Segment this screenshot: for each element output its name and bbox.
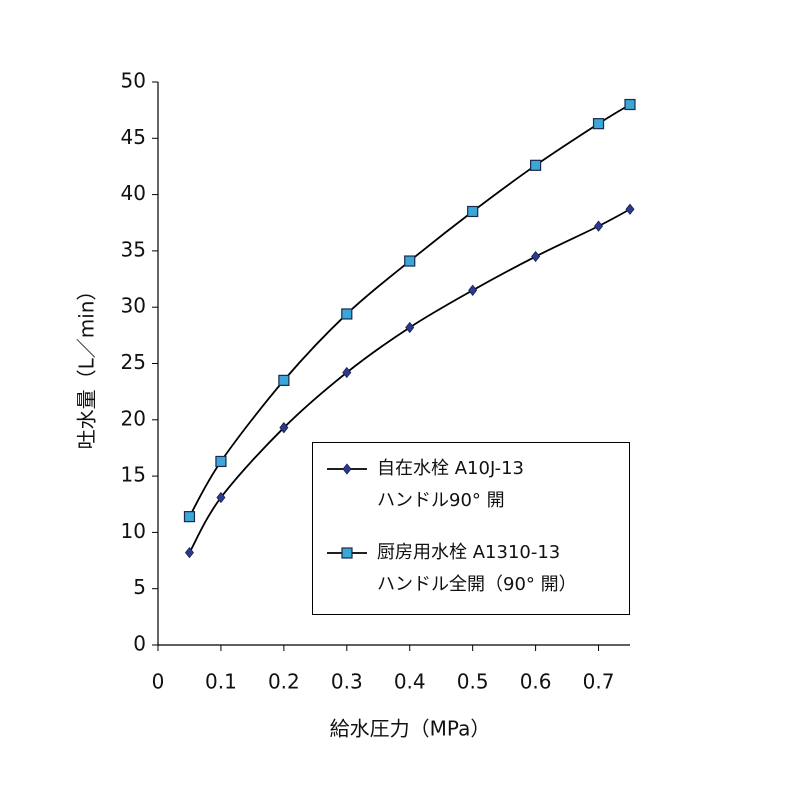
x-tick-label: 0.2 bbox=[268, 670, 300, 694]
marker bbox=[342, 463, 352, 475]
y-tick-label: 0 bbox=[133, 632, 146, 656]
x-tick-label: 0.1 bbox=[205, 670, 237, 694]
marker bbox=[341, 547, 353, 559]
marker bbox=[592, 118, 605, 130]
y-tick-label: 15 bbox=[121, 463, 146, 487]
marker bbox=[529, 159, 542, 171]
marker bbox=[624, 98, 636, 111]
x-tick-label: 0.7 bbox=[583, 670, 615, 694]
y-tick-label: 10 bbox=[121, 519, 146, 543]
y-tick-label: 45 bbox=[121, 125, 146, 149]
y-tick-label: 40 bbox=[121, 181, 146, 205]
series-line bbox=[188, 103, 631, 518]
marker bbox=[215, 455, 227, 468]
x-tick-label: 0.4 bbox=[394, 670, 426, 694]
y-axis-label: 吐水量（L／min） bbox=[75, 281, 99, 450]
marker bbox=[404, 255, 416, 267]
marker bbox=[279, 422, 289, 434]
marker bbox=[278, 374, 290, 386]
x-tick-label: 0.6 bbox=[520, 670, 552, 694]
marker bbox=[183, 511, 196, 523]
marker bbox=[467, 205, 479, 218]
marker bbox=[341, 308, 353, 320]
y-tick-label: 50 bbox=[121, 69, 146, 93]
legend-swatch bbox=[327, 463, 367, 475]
y-tick-label: 25 bbox=[121, 350, 146, 374]
marker bbox=[216, 491, 226, 504]
legend-item: 厨房用水栓 A1310-13 ハンドル全開（90° 開） bbox=[325, 537, 625, 607]
legend-label: 自在水栓 A10J-13 ハンドル90° 開 bbox=[377, 458, 525, 511]
marker bbox=[594, 220, 604, 232]
y-tick-label: 5 bbox=[133, 575, 146, 599]
y-tick-label: 35 bbox=[121, 237, 146, 261]
marker bbox=[468, 284, 478, 296]
x-tick-label: 0 bbox=[152, 670, 165, 694]
legend-swatch bbox=[327, 547, 367, 559]
x-tick-label: 0.3 bbox=[331, 670, 363, 694]
marker bbox=[625, 203, 635, 215]
x-axis-label: 給水圧力（MPa） bbox=[330, 717, 491, 741]
legend-item: 自在水栓 A10J-13 ハンドル90° 開 bbox=[325, 453, 625, 523]
y-tick-label: 20 bbox=[121, 406, 146, 430]
legend: 自在水栓 A10J-13 ハンドル90° 開厨房用水栓 A1310-13 ハンド… bbox=[312, 442, 630, 615]
marker bbox=[342, 366, 352, 379]
x-tick-label: 0.5 bbox=[457, 670, 489, 694]
legend-label: 厨房用水栓 A1310-13 ハンドル全開（90° 開） bbox=[377, 542, 577, 595]
marker bbox=[531, 250, 541, 263]
marker bbox=[184, 547, 194, 559]
marker bbox=[405, 321, 415, 334]
y-tick-label: 30 bbox=[121, 294, 146, 318]
